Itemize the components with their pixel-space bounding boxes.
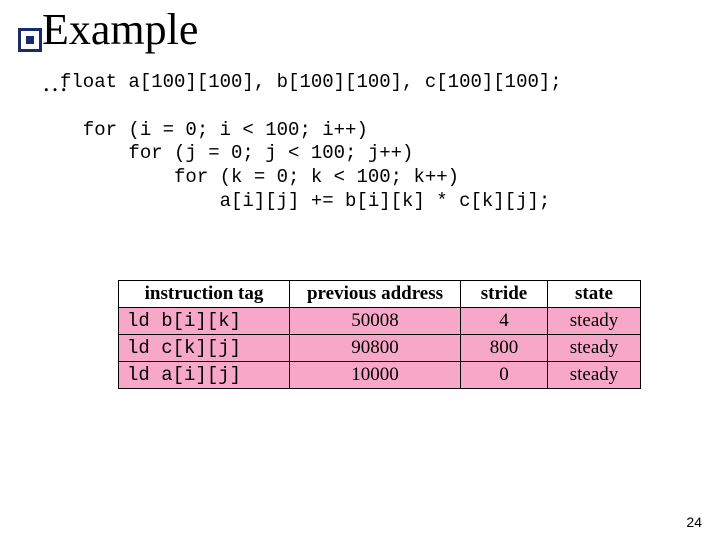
- slide-number: 24: [686, 514, 702, 530]
- title-bullet-icon: [18, 28, 42, 52]
- table-row: ld c[k][j] 90800 800 steady: [119, 335, 641, 362]
- cell-tag: ld c[k][j]: [119, 335, 290, 362]
- cell-prev: 90800: [290, 335, 461, 362]
- cell-prev: 50008: [290, 308, 461, 335]
- cell-stride: 0: [461, 362, 548, 389]
- col-header-tag: instruction tag: [119, 281, 290, 308]
- col-header-prev: previous address: [290, 281, 461, 308]
- slide: Example … float a[100][100], b[100][100]…: [0, 0, 720, 540]
- cell-stride: 4: [461, 308, 548, 335]
- table-header-row: instruction tag previous address stride …: [119, 281, 641, 308]
- table-row: ld b[i][k] 50008 4 steady: [119, 308, 641, 335]
- slide-title: Example: [42, 4, 198, 55]
- code-line: for (k = 0; k < 100; k++): [60, 166, 459, 188]
- stride-table: instruction tag previous address stride …: [118, 280, 641, 389]
- col-header-stride: stride: [461, 281, 548, 308]
- code-line: a[i][j] += b[i][k] * c[k][j];: [60, 190, 550, 212]
- cell-state: steady: [548, 362, 641, 389]
- cell-tag: ld b[i][k]: [119, 308, 290, 335]
- table-row: ld a[i][j] 10000 0 steady: [119, 362, 641, 389]
- cell-prev: 10000: [290, 362, 461, 389]
- cell-state: steady: [548, 335, 641, 362]
- col-header-state: state: [548, 281, 641, 308]
- cell-stride: 800: [461, 335, 548, 362]
- code-line: for (i = 0; i < 100; i++): [60, 119, 368, 141]
- code-line: float a[100][100], b[100][100], c[100][1…: [60, 71, 562, 93]
- code-block: float a[100][100], b[100][100], c[100][1…: [60, 71, 562, 214]
- cell-tag: ld a[i][j]: [119, 362, 290, 389]
- table: instruction tag previous address stride …: [118, 280, 641, 389]
- code-line: for (j = 0; j < 100; j++): [60, 142, 413, 164]
- cell-state: steady: [548, 308, 641, 335]
